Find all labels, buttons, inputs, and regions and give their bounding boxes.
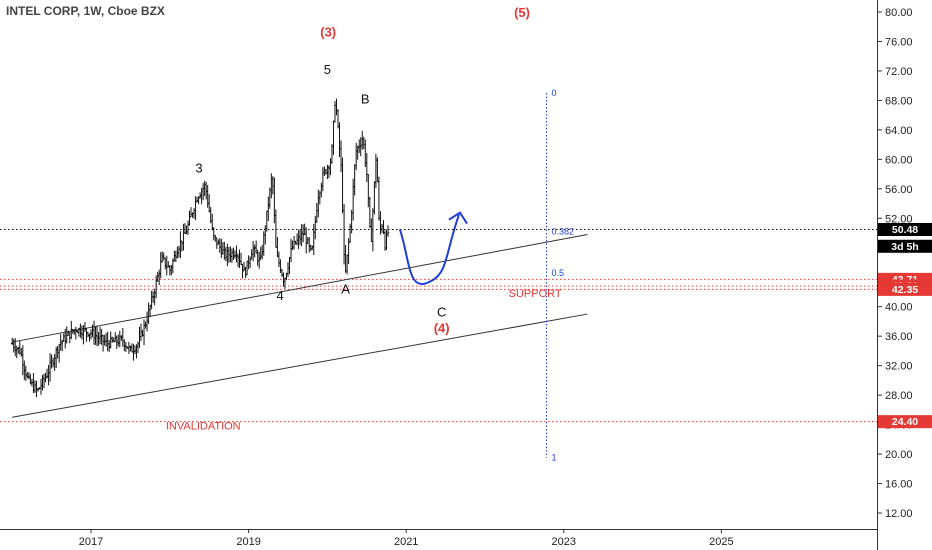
- x-tick-label: 2019: [236, 536, 260, 548]
- fib-level-label: 0.382: [551, 227, 574, 237]
- annotation-label: SUPPORT: [509, 288, 562, 300]
- y-tick-label: 76.00: [885, 36, 913, 48]
- wave-label: B: [361, 91, 370, 106]
- x-tick-label: 2017: [79, 536, 103, 548]
- y-tick-label: 68.00: [885, 95, 913, 107]
- y-tick-label: 52.00: [885, 213, 913, 225]
- wave-label: (3): [320, 24, 336, 39]
- wave-labels: (3) 5 B 3 4 A C(4) (5): [195, 5, 530, 335]
- trend-channel: [12, 233, 588, 418]
- chart-title: INTEL CORP, 1W, Cboe BZX: [6, 4, 165, 18]
- price-tag: [878, 239, 932, 253]
- y-tick-label: 40.00: [885, 302, 913, 314]
- y-tick-label: 32.00: [885, 361, 913, 373]
- y-tick-label: 16.00: [885, 479, 913, 491]
- price-tag-label: 24.40: [892, 416, 918, 428]
- y-tick-label: 80.00: [885, 7, 913, 19]
- price-tag-label: 3d 5h: [891, 241, 918, 253]
- wave-label: C: [437, 304, 446, 319]
- price-tag-label: 42.35: [892, 284, 918, 296]
- channel-line-0: [12, 233, 588, 343]
- price-series: [10, 98, 390, 398]
- axes: [0, 0, 878, 550]
- y-tick-label: 64.00: [885, 125, 913, 137]
- fibonacci-retracement: 0 0.382 0.5 1: [545, 88, 574, 463]
- annotation-label: INVALIDATION: [166, 421, 241, 433]
- price-tag: [878, 222, 932, 236]
- price-tag-label: 50.48: [892, 224, 918, 236]
- x-tick-label: 2023: [552, 536, 576, 548]
- projection-path: [398, 211, 468, 285]
- price-tag: [878, 282, 932, 296]
- projection-curve: [398, 214, 460, 285]
- y-tick-label: 20.00: [885, 449, 913, 461]
- wave-label: 3: [195, 161, 202, 176]
- fib-level-label: 0.5: [551, 268, 564, 278]
- x-axis-ticks: 2017 2019 2021 2023 2025: [79, 529, 734, 548]
- channel-line-1: [12, 313, 588, 418]
- y-tick-label: 60.00: [885, 154, 913, 166]
- wave-label: 4: [277, 288, 284, 303]
- x-tick-label: 2025: [709, 536, 733, 548]
- wave-label: 5: [324, 62, 331, 77]
- fib-level-label: 0: [551, 88, 556, 98]
- y-tick-label: 56.00: [885, 184, 913, 196]
- projection-arrow-icon: [448, 211, 468, 225]
- annotations: SUPPORT INVALIDATION: [166, 288, 562, 433]
- price-tag: [878, 415, 932, 429]
- y-tick-label: 28.00: [885, 390, 913, 402]
- wave-label: A: [341, 281, 350, 296]
- wave-label: (5): [514, 5, 530, 20]
- fib-level-label: 1: [551, 453, 556, 463]
- y-tick-label: 72.00: [885, 66, 913, 78]
- x-tick-label: 2021: [394, 536, 418, 548]
- y-tick-label: 12.00: [885, 508, 913, 520]
- wave-label: (4): [434, 320, 450, 335]
- y-tick-label: 36.00: [885, 331, 913, 343]
